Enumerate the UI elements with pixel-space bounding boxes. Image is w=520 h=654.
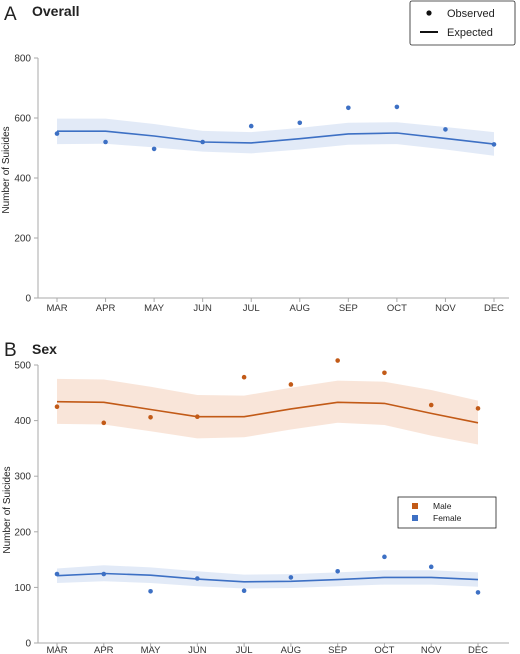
panel-letter-a: A bbox=[4, 4, 17, 25]
observed-point-female bbox=[428, 564, 434, 570]
expected-line-overall bbox=[57, 130, 495, 145]
observed-point-male bbox=[195, 414, 200, 420]
y-tick-label: 600 bbox=[14, 114, 31, 125]
panel-overall: A Overall Number of Suicides 0 200 400 600 8… bbox=[1, 0, 516, 315]
observed-point-female bbox=[101, 571, 107, 577]
observed-point-overall bbox=[491, 142, 497, 147]
legend-female-label: Female bbox=[433, 513, 462, 523]
observed-point-male bbox=[54, 404, 60, 410]
x-tick-label: MAY bbox=[141, 645, 162, 654]
observed-point-male bbox=[382, 370, 387, 376]
expected-line-female bbox=[56, 572, 479, 583]
legend-male-label: Male bbox=[433, 501, 452, 511]
observed-point-overall bbox=[54, 131, 60, 136]
legend-female-swatch bbox=[412, 515, 418, 521]
panel-sex: B Sex Number of Suicides 0 100 200 300 400 50… bbox=[2, 340, 509, 654]
y-tick-label: 400 bbox=[14, 416, 31, 427]
x-tick-label: APR bbox=[94, 645, 114, 654]
observed-point-male bbox=[148, 414, 153, 420]
observed-point-female bbox=[148, 588, 153, 594]
x-tick-label: AUG bbox=[281, 645, 302, 654]
x-tick-label: AUG bbox=[289, 303, 310, 314]
plot-area-a bbox=[37, 58, 509, 299]
observed-point-female bbox=[335, 568, 340, 574]
observed-point-overall bbox=[346, 105, 351, 111]
observed-point-female bbox=[288, 575, 294, 580]
observed-point-female bbox=[54, 571, 60, 577]
expected-lines-a bbox=[57, 130, 495, 145]
observed-points-a bbox=[54, 104, 497, 152]
observed-point-overall bbox=[297, 120, 303, 126]
observed-point-overall bbox=[103, 139, 108, 145]
confidence-band-female bbox=[57, 565, 478, 589]
observed-point-female bbox=[475, 590, 481, 595]
x-tick-label: OCT bbox=[374, 645, 394, 654]
expected-lines-b bbox=[56, 400, 479, 583]
legend-observed-marker bbox=[426, 10, 432, 16]
legend-expected-label: Expected bbox=[447, 27, 493, 39]
confidence-band-male bbox=[57, 378, 478, 445]
observed-point-male bbox=[475, 406, 481, 411]
legend-box-a bbox=[409, 0, 516, 46]
observed-point-male bbox=[101, 420, 107, 426]
observed-point-male bbox=[241, 374, 247, 380]
observed-point-overall bbox=[394, 104, 400, 110]
x-tick-label: OCT bbox=[387, 303, 407, 314]
y-tick-label: 0 bbox=[25, 639, 31, 650]
x-tick-label: MAR bbox=[46, 645, 67, 654]
x-tick-label: NOV bbox=[435, 303, 456, 314]
x-tick-label: DEC bbox=[468, 645, 488, 654]
legend-b: Male Female bbox=[397, 496, 497, 529]
legend-male-swatch bbox=[412, 503, 418, 509]
ticks-a: 0 200 400 600 800 MAR APR MAY JUN JUL AUG SEP OCT NOV… bbox=[14, 54, 504, 315]
plot-area-b bbox=[37, 365, 509, 644]
observed-point-overall bbox=[443, 127, 448, 132]
panel-title-sex: Sex bbox=[32, 341, 57, 357]
x-tick-label: DEC bbox=[484, 303, 504, 314]
panel-title-overall: Overall bbox=[32, 3, 79, 19]
observed-point-female bbox=[195, 576, 200, 581]
observed-point-female bbox=[241, 588, 247, 594]
x-tick-label: SEP bbox=[328, 645, 347, 654]
x-tick-label: JUL bbox=[243, 303, 260, 314]
y-tick-label: 200 bbox=[14, 527, 31, 538]
y-axis-label-b: Number of Suicides bbox=[2, 466, 13, 553]
x-tick-label: MAR bbox=[46, 303, 67, 314]
observed-point-female bbox=[382, 554, 387, 560]
x-tick-label: SEP bbox=[339, 303, 358, 314]
observed-points-b bbox=[54, 358, 481, 595]
observed-point-male bbox=[288, 382, 294, 387]
observed-point-overall bbox=[151, 146, 157, 152]
legend-box-b bbox=[397, 496, 497, 529]
y-axis-label-a: Number of Suicides bbox=[1, 126, 12, 213]
x-tick-label: JUL bbox=[236, 645, 253, 654]
x-tick-label: NOV bbox=[421, 645, 442, 654]
panel-letter-b: B bbox=[4, 340, 17, 361]
observed-point-overall bbox=[248, 123, 254, 129]
expected-line-male bbox=[56, 400, 479, 424]
y-tick-label: 200 bbox=[14, 234, 31, 245]
observed-point-male bbox=[428, 402, 434, 408]
observed-point-overall bbox=[200, 139, 205, 145]
x-tick-label: JUN bbox=[193, 303, 212, 314]
confidence-bands-a bbox=[57, 118, 494, 156]
y-tick-label: 100 bbox=[14, 583, 31, 594]
confidence-band-overall bbox=[57, 118, 494, 156]
y-tick-label: 800 bbox=[14, 54, 31, 65]
legend-a: Observed Expected bbox=[409, 0, 516, 46]
x-tick-label: APR bbox=[96, 303, 116, 314]
y-tick-label: 400 bbox=[14, 174, 31, 185]
observed-point-male bbox=[335, 358, 340, 363]
y-tick-label: 0 bbox=[25, 294, 31, 305]
x-tick-label: JUN bbox=[188, 645, 207, 654]
confidence-bands-b bbox=[57, 378, 478, 589]
legend-observed-label: Observed bbox=[447, 8, 495, 20]
y-tick-label: 500 bbox=[14, 361, 31, 372]
ticks-b: 0 100 200 300 400 500 MAR APR MAY JUN JUL AUG SEP OCT… bbox=[14, 361, 488, 654]
y-tick-label: 300 bbox=[14, 472, 31, 483]
x-tick-label: MAY bbox=[144, 303, 165, 314]
